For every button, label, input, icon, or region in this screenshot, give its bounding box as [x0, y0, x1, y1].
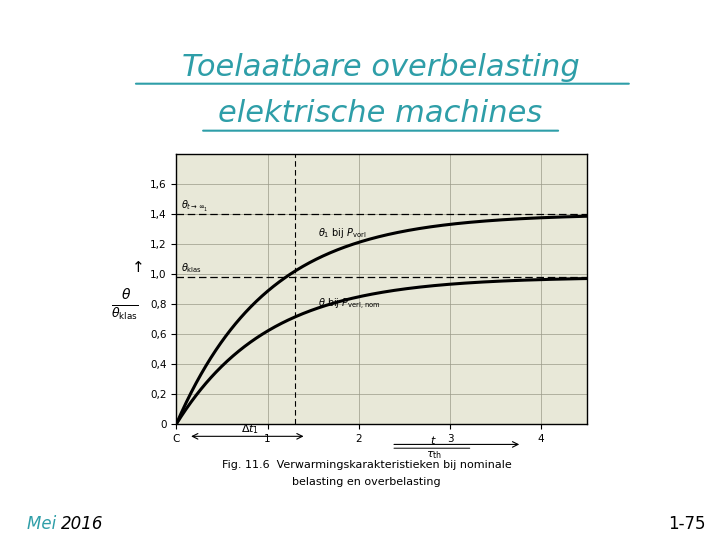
- Text: $\uparrow$: $\uparrow$: [130, 260, 144, 275]
- Text: Fig. 11.6  Verwarmingskarakteristieken bij nominale: Fig. 11.6 Verwarmingskarakteristieken bi…: [222, 461, 511, 470]
- Text: $\theta_{\rm klas}$: $\theta_{\rm klas}$: [181, 261, 202, 275]
- Text: $t$: $t$: [431, 434, 437, 446]
- Text: $\tau_{\rm th}$: $\tau_{\rm th}$: [426, 449, 441, 461]
- Text: $\overline{\theta_{\rm klas}}$: $\overline{\theta_{\rm klas}}$: [111, 304, 138, 322]
- Text: 2016: 2016: [61, 515, 104, 533]
- Text: belasting en overbelasting: belasting en overbelasting: [292, 477, 441, 487]
- Text: $\Delta t_1$: $\Delta t_1$: [240, 422, 259, 436]
- Text: $\theta$: $\theta$: [121, 287, 131, 302]
- Text: $\theta_1$ bij $P_{\rm vorl}$: $\theta_1$ bij $P_{\rm vorl}$: [318, 226, 366, 240]
- Text: $\theta$ bij $P_{\rm verl,nom}$: $\theta$ bij $P_{\rm verl,nom}$: [318, 296, 380, 312]
- Text: Toelaatbare overbelasting: Toelaatbare overbelasting: [181, 53, 580, 82]
- Text: 1-75: 1-75: [668, 515, 706, 533]
- Text: Mei: Mei: [27, 515, 62, 533]
- Text: $\theta_{t\to\infty_1}$: $\theta_{t\to\infty_1}$: [181, 199, 208, 214]
- Text: elektrische machines: elektrische machines: [218, 99, 543, 128]
